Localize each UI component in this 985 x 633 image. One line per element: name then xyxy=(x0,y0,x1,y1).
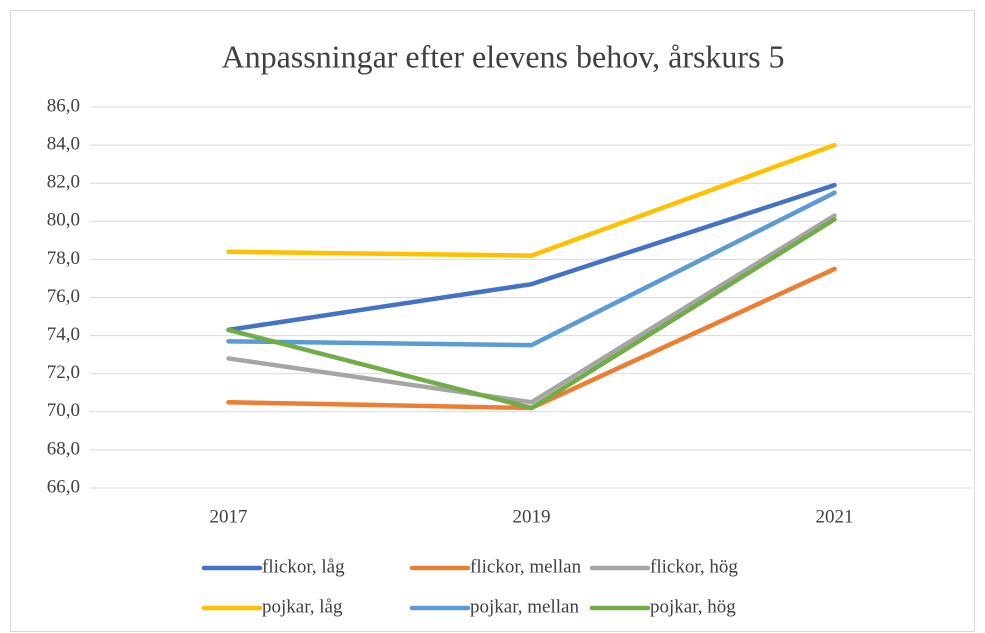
y-tick-label: 68,0 xyxy=(47,438,80,459)
legend-label: pojkar, låg xyxy=(262,596,343,617)
series-line xyxy=(226,182,837,333)
legend-label: pojkar, hög xyxy=(650,596,736,617)
y-tick-label: 72,0 xyxy=(47,362,80,383)
y-tick-label: 74,0 xyxy=(47,324,80,345)
y-tick-label: 80,0 xyxy=(47,210,80,231)
series-line xyxy=(226,213,837,405)
y-tick-label: 70,0 xyxy=(47,400,80,421)
legend-label: flickor, hög xyxy=(650,556,738,577)
legend-label: flickor, låg xyxy=(262,556,345,577)
series-line xyxy=(226,190,837,348)
chart-title: Anpassningar efter elevens behov, årskur… xyxy=(221,38,784,74)
chart-border xyxy=(10,10,975,632)
y-tick-label: 86,0 xyxy=(47,95,80,116)
y-tick-label: 66,0 xyxy=(47,476,80,497)
series-line xyxy=(226,142,837,258)
y-tick-label: 76,0 xyxy=(47,286,80,307)
y-tick-label: 84,0 xyxy=(47,133,80,154)
y-tick-label: 78,0 xyxy=(47,248,80,269)
x-tick-label: 2019 xyxy=(513,506,551,527)
x-tick-label: 2017 xyxy=(210,506,248,527)
y-tick-label: 82,0 xyxy=(47,172,80,193)
legend-label: pojkar, mellan xyxy=(470,596,579,617)
x-tick-label: 2021 xyxy=(816,506,854,527)
series-line xyxy=(226,217,837,411)
legend-label: flickor, mellan xyxy=(470,556,582,577)
